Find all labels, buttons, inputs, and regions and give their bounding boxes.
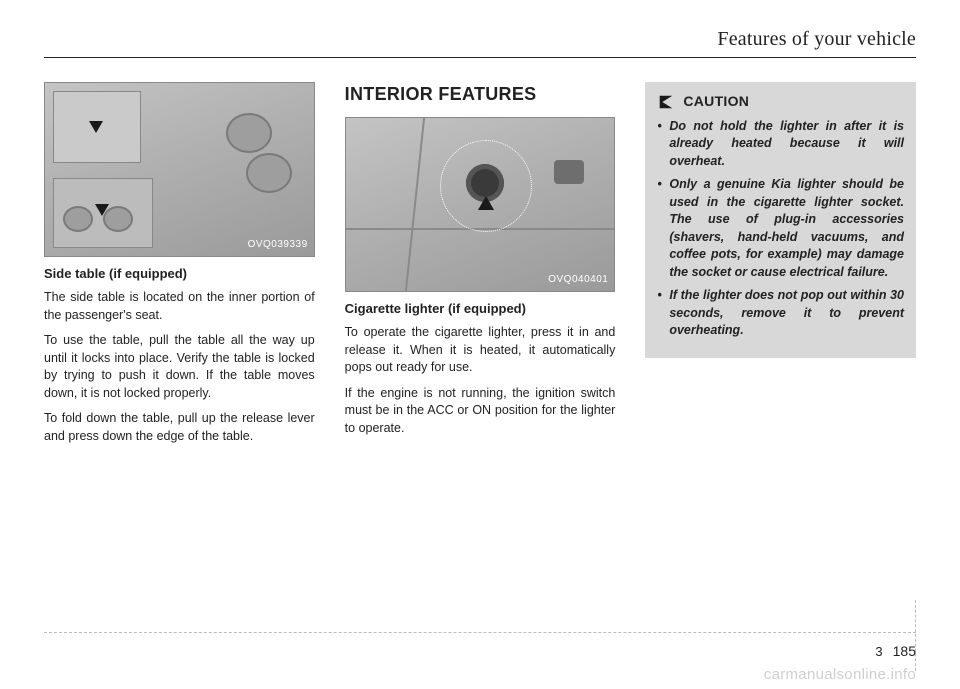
caution-list: Do not hold the lighter in after it is a…	[657, 118, 904, 340]
figure-code: OVQ039339	[248, 238, 308, 252]
caution-box: CAUTION Do not hold the lighter in after…	[645, 82, 916, 358]
manual-page: Features of your vehicle OVQ039339 Side …	[0, 0, 960, 689]
column-left: OVQ039339 Side table (if equipped) The s…	[44, 82, 315, 453]
section-title: INTERIOR FEATURES	[345, 82, 616, 107]
figure-side-table: OVQ039339	[44, 82, 315, 257]
column-middle: INTERIOR FEATURES OVQ040401 Cigarette li…	[345, 82, 616, 453]
body-text: To use the table, pull the table all the…	[44, 332, 315, 402]
cut-guide-vertical	[915, 600, 916, 671]
caution-heading: CAUTION	[657, 92, 904, 112]
watermark: carmanualsonline.info	[764, 666, 916, 683]
caution-label: CAUTION	[683, 92, 749, 112]
page-footer: 3 185	[875, 643, 916, 659]
caution-item: If the lighter does not pop out within 3…	[657, 287, 904, 340]
caution-item: Only a genuine Kia lighter should be use…	[657, 176, 904, 281]
column-right: CAUTION Do not hold the lighter in after…	[645, 82, 916, 453]
chapter-title: Features of your vehicle	[44, 28, 916, 58]
heading-side-table: Side table (if equipped)	[44, 265, 315, 283]
caution-icon	[657, 93, 675, 111]
heading-cigarette-lighter: Cigarette lighter (if equipped)	[345, 300, 616, 318]
body-text: The side table is located on the inner p…	[44, 289, 315, 324]
caution-item: Do not hold the lighter in after it is a…	[657, 118, 904, 171]
body-text: To operate the cigarette lighter, press …	[345, 324, 616, 377]
figure-cigarette-lighter: OVQ040401	[345, 117, 616, 292]
body-text: If the engine is not running, the igniti…	[345, 385, 616, 438]
page-number: 185	[893, 643, 916, 659]
content-columns: OVQ039339 Side table (if equipped) The s…	[44, 82, 916, 453]
cut-guide-horizontal	[44, 632, 916, 633]
figure-code: OVQ040401	[548, 273, 608, 287]
body-text: To fold down the table, pull up the rele…	[44, 410, 315, 445]
section-number: 3	[875, 644, 882, 659]
